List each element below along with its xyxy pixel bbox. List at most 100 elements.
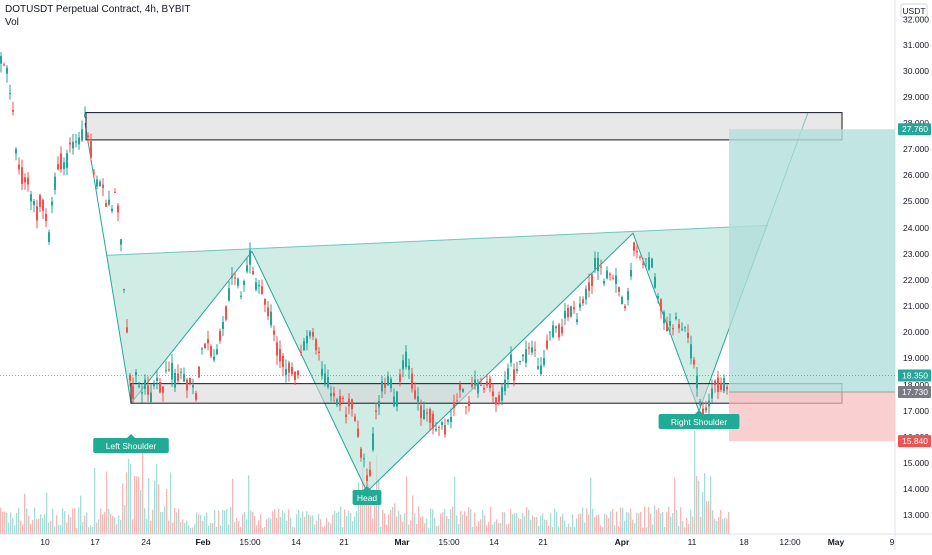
head-label-pointer xyxy=(363,486,371,490)
volume-bar xyxy=(590,477,592,534)
candle xyxy=(273,330,275,335)
volume-bar xyxy=(638,513,640,534)
head-label: Head xyxy=(357,493,378,503)
volume-bar xyxy=(704,473,706,534)
volume-bar xyxy=(600,525,602,534)
volume-bar xyxy=(714,518,716,534)
volume-bar xyxy=(168,520,170,534)
volume-bar xyxy=(114,517,116,534)
volume-bar xyxy=(36,519,38,534)
volume-bar xyxy=(550,513,552,534)
candle xyxy=(174,372,176,388)
volume-bar xyxy=(540,515,542,534)
volume-bar xyxy=(450,509,452,534)
volume-bar xyxy=(592,508,594,534)
time-tick-label: 15:00 xyxy=(239,537,261,547)
candle xyxy=(393,396,395,407)
volume-bar xyxy=(496,519,498,534)
candle xyxy=(390,379,392,389)
volume-bar xyxy=(280,517,282,534)
volume-bar xyxy=(564,520,566,534)
time-tick-label: 14 xyxy=(489,537,499,547)
volume-bar xyxy=(186,520,188,534)
volume-bar xyxy=(510,509,512,534)
price-label: 15.840 xyxy=(902,436,928,446)
time-tick-label: 12:00 xyxy=(779,537,801,547)
volume-bar xyxy=(702,492,704,534)
candle xyxy=(189,377,191,384)
candle xyxy=(447,419,449,422)
volume-bar xyxy=(330,523,332,534)
candle xyxy=(444,425,446,435)
volume-bar xyxy=(520,519,522,534)
candle xyxy=(342,397,344,399)
volume-bar xyxy=(270,518,272,534)
candle xyxy=(648,257,650,270)
candle xyxy=(438,426,440,428)
volume-bar xyxy=(666,512,668,534)
candle xyxy=(222,322,224,330)
candle xyxy=(171,363,173,380)
candle xyxy=(600,266,602,268)
candle xyxy=(219,330,221,341)
candle xyxy=(366,475,368,481)
volume-bar xyxy=(698,480,700,534)
volume-bar xyxy=(290,517,292,534)
currency-badge[interactable] xyxy=(900,3,928,18)
candle xyxy=(450,416,452,423)
volume-bar xyxy=(232,478,234,534)
volume-bar xyxy=(584,522,586,534)
candle xyxy=(309,331,311,337)
candle xyxy=(321,368,323,376)
candle xyxy=(663,312,665,324)
price-tick-label: 22.000 xyxy=(903,275,929,285)
candle xyxy=(588,282,590,291)
volume-bar xyxy=(88,527,90,534)
candle xyxy=(15,149,17,154)
candle xyxy=(681,328,683,330)
candle xyxy=(408,365,410,370)
volume-bar xyxy=(710,476,712,534)
candle xyxy=(495,397,497,405)
volume-bar xyxy=(614,525,616,534)
candle xyxy=(693,359,695,365)
candle xyxy=(18,164,20,170)
volume-bar xyxy=(202,520,204,534)
zone-upper[interactable] xyxy=(85,112,843,141)
price-tick-label: 14.000 xyxy=(903,484,929,494)
volume-bar xyxy=(380,526,382,534)
volume-bar xyxy=(210,523,212,534)
volume-bar xyxy=(700,516,702,534)
volume-bar xyxy=(364,484,366,534)
volume-bar xyxy=(254,516,256,534)
volume-bar xyxy=(478,521,480,534)
volume-bar xyxy=(296,514,298,534)
candle xyxy=(597,257,599,272)
volume-bar xyxy=(44,514,46,534)
volume-bar xyxy=(282,510,284,534)
volume-bar xyxy=(650,513,652,534)
candle xyxy=(207,339,209,344)
time-tick-label: Apr xyxy=(615,537,630,547)
candle xyxy=(345,414,347,417)
candle xyxy=(441,422,443,426)
candle xyxy=(522,354,524,357)
candle xyxy=(687,332,689,338)
volume-bar xyxy=(554,508,556,534)
candle xyxy=(264,298,266,305)
candle xyxy=(576,319,578,322)
volume-bar xyxy=(474,512,476,534)
candle xyxy=(336,399,338,405)
volume-bar xyxy=(654,505,656,534)
price-tick-label: 23.000 xyxy=(903,249,929,259)
volume-bar xyxy=(194,524,196,534)
candle xyxy=(429,408,431,423)
volume-bar xyxy=(726,518,728,534)
candle xyxy=(168,369,170,371)
candle xyxy=(696,375,698,389)
candle xyxy=(480,384,482,386)
candle xyxy=(180,371,182,373)
price-tick-label: 29.000 xyxy=(903,92,929,102)
